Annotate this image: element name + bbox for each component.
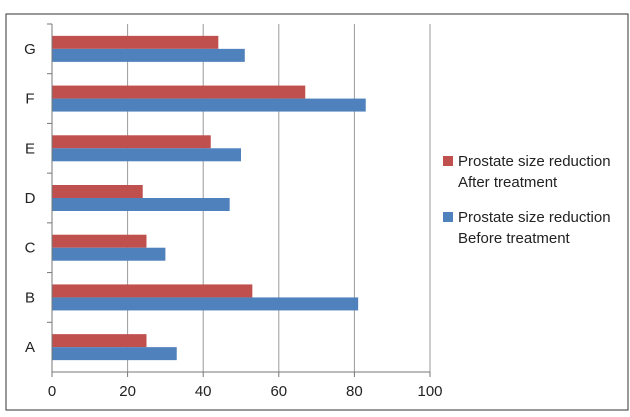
bar-after-a [52, 334, 147, 347]
y-category-label: E [25, 140, 35, 157]
y-category-label: A [25, 339, 35, 356]
bar-after-e [52, 135, 211, 148]
bar-after-g [52, 36, 218, 49]
legend-swatch-before [443, 212, 453, 222]
y-category-label: B [25, 289, 35, 306]
x-tick-label: 20 [119, 383, 136, 400]
y-category-label: C [25, 240, 36, 257]
bar-before-a [52, 347, 177, 360]
x-tick-label: 100 [417, 383, 442, 400]
legend-label: Prostate size reduction [458, 153, 611, 170]
legend-label: After treatment [458, 174, 558, 191]
bar-after-d [52, 185, 143, 198]
x-tick-label: 0 [48, 383, 56, 400]
y-category-label: F [25, 91, 34, 108]
bar-after-c [52, 235, 147, 248]
legend-label: Prostate size reduction [458, 209, 611, 226]
legend-label: Before treatment [458, 230, 571, 247]
x-tick-label: 80 [346, 383, 363, 400]
bar-after-b [52, 284, 252, 297]
y-category-label: G [24, 41, 36, 58]
y-category-label: D [25, 190, 36, 207]
bar-before-b [52, 297, 358, 310]
bar-before-f [52, 99, 366, 112]
bar-before-e [52, 148, 241, 161]
legend-swatch-after [443, 156, 453, 166]
bar-before-g [52, 49, 245, 62]
bar-before-c [52, 248, 165, 261]
x-tick-label: 60 [270, 383, 287, 400]
bar-before-d [52, 198, 230, 211]
x-tick-label: 40 [195, 383, 212, 400]
bar-after-f [52, 86, 305, 99]
